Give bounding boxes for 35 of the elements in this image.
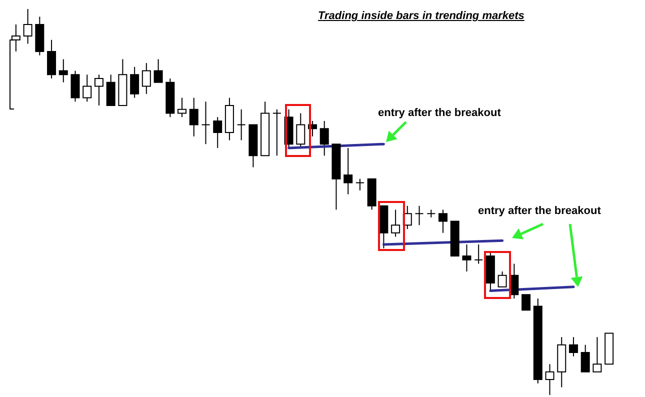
candlestick (154, 58, 163, 83)
candlestick (213, 116, 222, 148)
candlestick (178, 97, 187, 118)
candlestick (320, 120, 329, 156)
candlestick (426, 209, 436, 218)
candlestick (23, 8, 32, 44)
candlestick (11, 24, 20, 52)
candlestick (462, 244, 472, 272)
candlestick (201, 101, 210, 145)
candlestick (498, 270, 507, 288)
candlestick (142, 62, 151, 94)
chart-title: Trading inside bars in trending markets (318, 10, 524, 22)
annotation: entry after the breakout (478, 205, 601, 217)
candlestick (580, 344, 590, 372)
candlestick (82, 74, 92, 102)
candlestick (522, 294, 531, 311)
candlestick (130, 66, 140, 98)
candlestick (236, 108, 246, 141)
candlestick (189, 97, 198, 137)
candlestick (414, 205, 424, 226)
candlestick (355, 178, 364, 191)
candlestick (592, 336, 602, 372)
candlestick (70, 70, 80, 102)
candlestick (106, 74, 116, 106)
candlestick (568, 336, 578, 357)
annotation: entry after the breakout (378, 107, 501, 119)
candlestick (438, 209, 448, 234)
candlestick (344, 147, 353, 195)
candlestick (47, 39, 56, 79)
candlestick (474, 244, 484, 264)
candlestick (272, 108, 282, 156)
candlestick (296, 112, 306, 148)
candlestick (391, 209, 400, 238)
candlestick (94, 74, 104, 106)
candlestick (58, 58, 68, 83)
